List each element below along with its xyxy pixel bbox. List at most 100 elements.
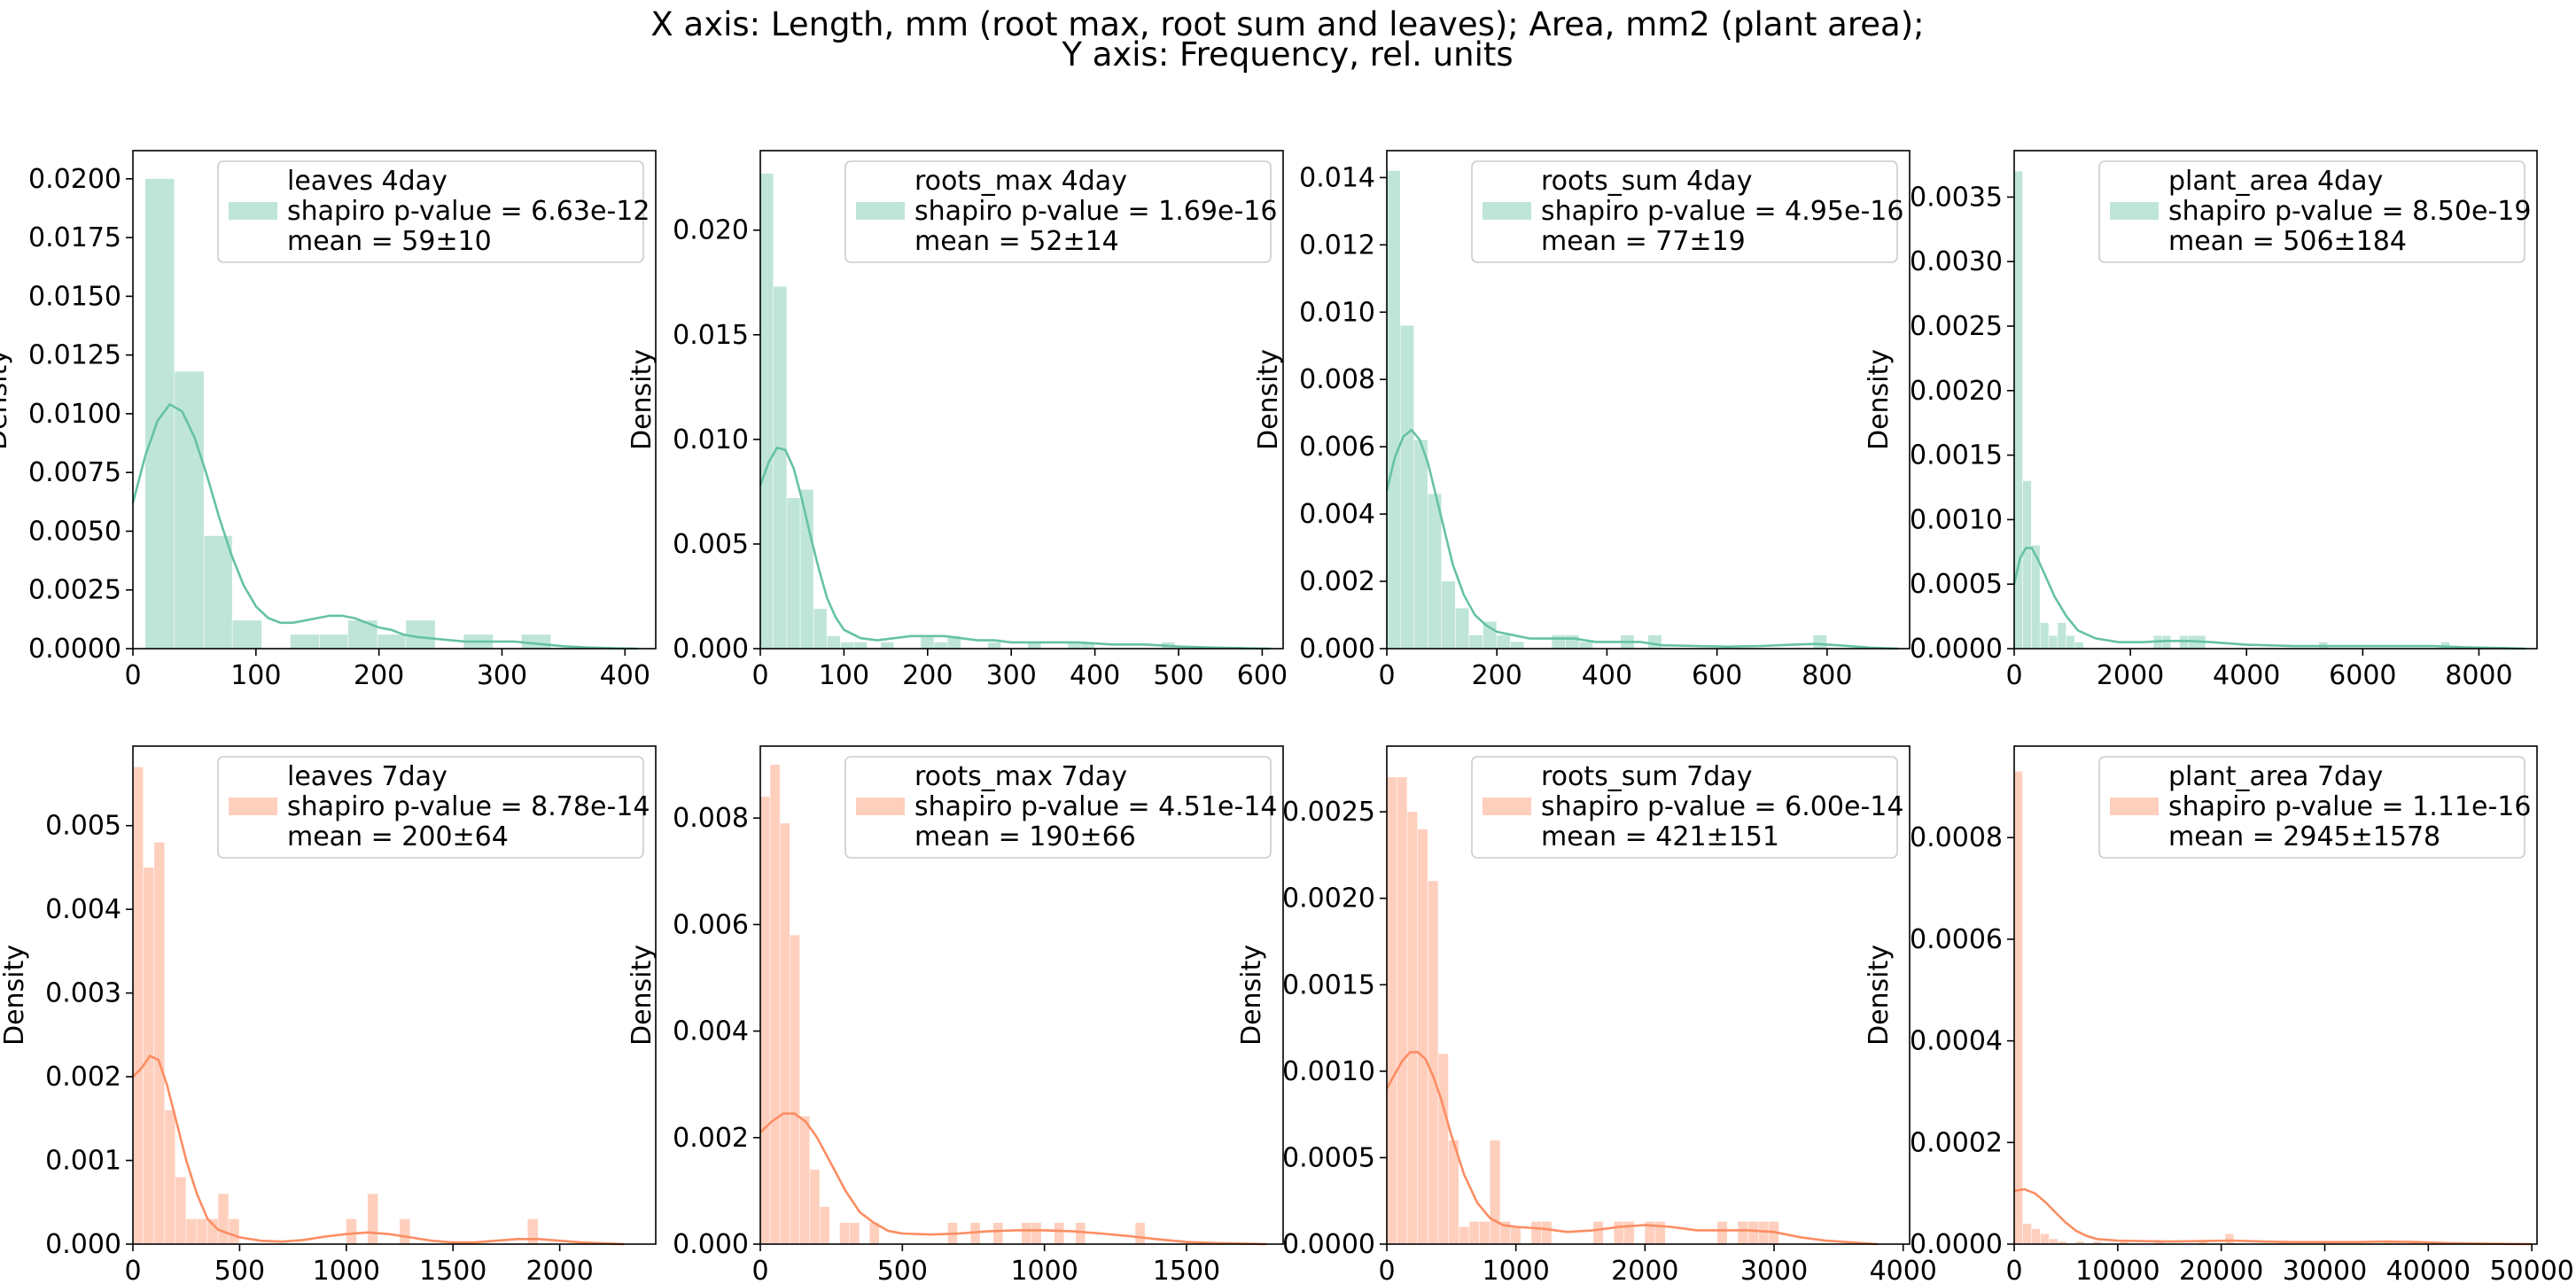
x-tick-label: 2000 <box>2097 660 2164 691</box>
histogram-bar <box>1624 1221 1635 1244</box>
histogram-bar <box>197 1218 207 1244</box>
histogram-bar <box>934 642 947 649</box>
legend-mean-text: mean = 2945±1578 <box>2168 821 2440 852</box>
y-tick-label: 0.000 <box>45 1229 121 1260</box>
histogram-bar <box>1479 1221 1490 1244</box>
y-tick-label: 0.010 <box>1299 297 1375 328</box>
x-tick-label: 2000 <box>1611 1256 1678 1284</box>
x-tick-label: 1000 <box>313 1256 380 1284</box>
y-tick-label: 0.000 <box>1299 634 1375 665</box>
histogram-bar <box>2058 622 2066 649</box>
histogram-bar <box>1459 1226 1469 1244</box>
histogram-bar <box>780 823 790 1244</box>
legend-swatch <box>229 798 277 815</box>
legend-title: roots_sum 4day <box>1541 166 1752 197</box>
axes-frame <box>1386 745 1911 1245</box>
histogram-bar <box>869 1222 880 1244</box>
histogram-bar <box>175 371 204 649</box>
histogram-bar <box>2049 635 2058 649</box>
x-tick-label: 400 <box>600 660 650 691</box>
legend-shapiro-text: shapiro p-value = 1.69e-16 <box>914 196 1277 227</box>
y-tick-label: 0.0008 <box>1910 822 2003 853</box>
histogram-bar <box>1758 1221 1769 1244</box>
y-tick-label: 0.001 <box>45 1146 121 1177</box>
histogram-bar <box>346 1218 357 1244</box>
y-axis-label: Density <box>1236 945 1267 1046</box>
x-tick-label: 100 <box>819 660 869 691</box>
y-tick-label: 0.004 <box>1299 499 1375 530</box>
y-tick-label: 0.0020 <box>1282 883 1375 914</box>
kde-line <box>1385 1051 1878 1246</box>
histogram-bar <box>790 935 800 1244</box>
y-tick-label: 0.008 <box>1299 364 1375 395</box>
histogram-bar <box>1022 1222 1031 1244</box>
y-tick-label: 0.0010 <box>1910 504 2003 535</box>
y-tick-label: 0.0025 <box>1282 797 1375 828</box>
axes-frame <box>1386 150 1911 650</box>
y-axis-label: Density <box>1864 945 1895 1046</box>
histogram-bar <box>207 1218 218 1244</box>
histogram-bar <box>367 1194 378 1244</box>
histogram-bar <box>1428 494 1442 649</box>
legend-mean-text: mean = 52±14 <box>914 226 1119 257</box>
y-tick-label: 0.0010 <box>1282 1056 1375 1087</box>
legend-shapiro-text: shapiro p-value = 6.63e-12 <box>287 196 650 227</box>
y-tick-label: 0.006 <box>673 909 749 940</box>
histogram-bar <box>2040 622 2049 649</box>
subplot: 0 100 200 300 400 0.0000 0.0025 0.0050 0.0075 0.0… <box>0 150 657 691</box>
histogram-bar <box>839 1222 850 1244</box>
histogram-bar <box>1135 1222 1145 1244</box>
legend-box <box>2098 160 2525 263</box>
histogram-bar <box>1565 634 1579 649</box>
legend-box <box>1471 160 1898 263</box>
histogram-bar <box>1054 1222 1064 1244</box>
y-tick-label: 0.0200 <box>28 164 121 195</box>
y-tick-label: 0.0015 <box>1910 440 2003 471</box>
histogram-bar <box>2093 1241 2102 1244</box>
histogram-bar <box>2075 1241 2084 1244</box>
histogram-bar <box>1455 608 1469 649</box>
x-tick-label: 1000 <box>1482 1256 1549 1284</box>
y-tick-label: 0.005 <box>673 529 749 560</box>
histogram-bar <box>1813 634 1827 649</box>
axes-frame <box>2013 150 2538 650</box>
histogram-bar <box>1081 642 1094 649</box>
legend-mean-text: mean = 200±64 <box>287 821 509 852</box>
legend-mean-text: mean = 421±151 <box>1541 821 1779 852</box>
legend-shapiro-text: shapiro p-value = 8.78e-14 <box>287 791 650 822</box>
legend-title: leaves 4day <box>287 166 447 197</box>
legend-mean-text: mean = 77±19 <box>1541 226 1746 257</box>
histogram-bar <box>2031 545 2040 649</box>
x-tick-label: 2000 <box>525 1256 593 1284</box>
y-tick-label: 0.0175 <box>28 222 121 253</box>
x-tick-label: 0 <box>1378 1256 1395 1284</box>
y-tick-label: 0.0006 <box>1910 924 2003 955</box>
x-tick-label: 0 <box>124 660 141 691</box>
legend-shapiro-text: shapiro p-value = 4.95e-16 <box>1541 196 1903 227</box>
y-tick-label: 0.0100 <box>28 399 121 430</box>
histogram-bar <box>1500 1221 1511 1244</box>
histogram-bar <box>1716 1221 1727 1244</box>
x-tick-label: 200 <box>1472 660 1522 691</box>
y-tick-label: 0.0015 <box>1282 969 1375 1000</box>
y-tick-label: 0.000 <box>673 634 749 665</box>
legend-title: roots_max 7day <box>914 761 1127 792</box>
histogram-bar <box>218 1194 229 1244</box>
histogram-bar <box>1397 777 1407 1244</box>
histogram-bar <box>947 635 961 649</box>
kde-line <box>131 402 638 650</box>
x-tick-label: 40000 <box>2386 1256 2471 1284</box>
histogram-bar <box>1028 642 1041 649</box>
histogram-bar <box>2120 1241 2129 1244</box>
histogram-bar <box>921 635 934 649</box>
histogram-bar <box>760 797 770 1244</box>
x-tick-label: 50000 <box>2489 1256 2573 1284</box>
legend-swatch <box>2110 798 2159 815</box>
histogram-bar <box>799 1116 810 1244</box>
legend-title: leaves 7day <box>287 761 447 792</box>
y-axis-label: Density <box>626 945 658 1046</box>
y-tick-label: 0.0025 <box>1910 311 2003 342</box>
kde-line <box>759 1112 1266 1246</box>
